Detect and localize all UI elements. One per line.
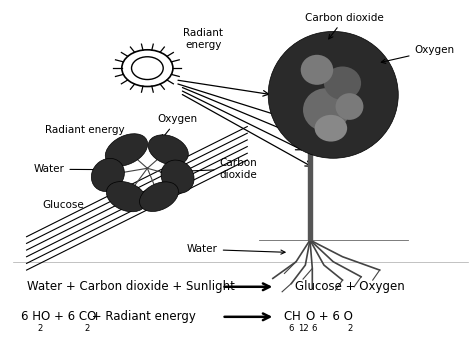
Text: Radiant
energy: Radiant energy — [183, 28, 223, 50]
Ellipse shape — [107, 182, 146, 212]
Text: Glucose: Glucose — [43, 200, 84, 210]
Text: 2: 2 — [37, 324, 43, 333]
Text: C: C — [283, 310, 292, 323]
Ellipse shape — [148, 135, 188, 165]
Ellipse shape — [315, 115, 347, 142]
Text: O + 6 CO: O + 6 CO — [41, 310, 97, 323]
Ellipse shape — [303, 88, 349, 131]
Text: Carbon
dioxide: Carbon dioxide — [161, 158, 257, 180]
Text: Oxygen: Oxygen — [381, 45, 455, 63]
Ellipse shape — [161, 160, 194, 193]
Circle shape — [131, 57, 163, 80]
Ellipse shape — [336, 93, 364, 120]
Text: 6 H: 6 H — [21, 310, 41, 323]
Text: + 6 O: + 6 O — [315, 310, 353, 323]
Text: Water + Carbon dioxide + Sunlight: Water + Carbon dioxide + Sunlight — [27, 280, 235, 293]
Text: Water: Water — [187, 244, 285, 254]
Text: Oxygen: Oxygen — [157, 114, 198, 139]
Text: 2: 2 — [84, 324, 90, 333]
Text: H: H — [292, 310, 301, 323]
Ellipse shape — [105, 134, 147, 166]
Text: 2: 2 — [347, 324, 353, 333]
Ellipse shape — [324, 66, 361, 100]
Text: 6: 6 — [311, 324, 316, 333]
Text: Radiant energy: Radiant energy — [45, 125, 125, 135]
Ellipse shape — [139, 182, 178, 212]
Ellipse shape — [268, 31, 398, 158]
Text: O: O — [306, 310, 315, 323]
Text: 6: 6 — [289, 324, 294, 333]
Ellipse shape — [301, 55, 333, 85]
Text: Carbon dioxide: Carbon dioxide — [305, 13, 384, 39]
Text: + Radiant energy: + Radiant energy — [88, 310, 196, 323]
Ellipse shape — [91, 158, 124, 191]
Text: Water: Water — [34, 164, 105, 174]
Polygon shape — [308, 150, 312, 240]
Text: Glucose + Oxygen: Glucose + Oxygen — [295, 280, 404, 293]
Text: 12: 12 — [298, 324, 309, 333]
